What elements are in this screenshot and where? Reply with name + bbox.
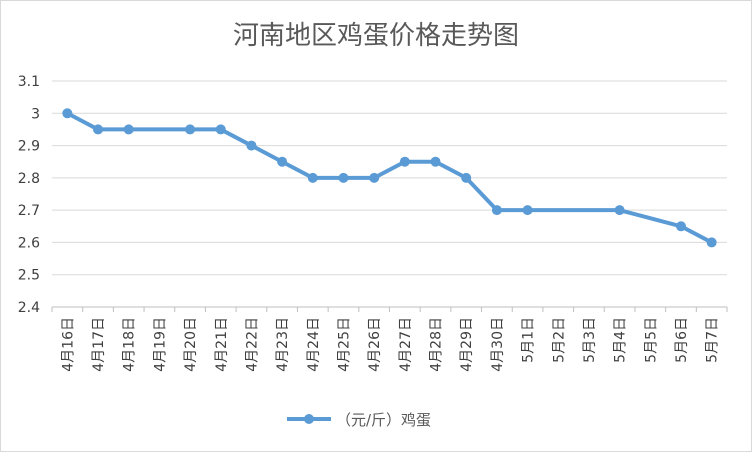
y-tick-label: 2.8	[18, 171, 40, 187]
data-point	[185, 124, 196, 135]
y-tick-label: 2.6	[18, 235, 40, 251]
x-tick-label: 5月7日	[705, 317, 721, 363]
data-point	[614, 205, 625, 216]
y-tick-label: 2.9	[18, 139, 40, 155]
data-point	[277, 156, 288, 167]
x-tick-label: 4月22日	[244, 317, 260, 372]
x-tick-label: 5月1日	[521, 317, 537, 363]
data-point	[123, 124, 134, 135]
data-point	[461, 172, 472, 183]
x-tick-label: 5月4日	[613, 317, 629, 363]
x-tick-label: 5月2日	[551, 317, 567, 363]
x-tick-label: 4月28日	[429, 317, 445, 372]
data-point	[338, 172, 349, 183]
y-tick-label: 2.5	[18, 268, 40, 284]
data-point	[93, 124, 104, 135]
y-tick-label: 3	[31, 106, 40, 122]
x-tick-label: 4月30日	[490, 317, 506, 372]
legend-label: （元/斤）鸡蛋	[336, 411, 431, 429]
data-point	[307, 172, 318, 183]
x-tick-label: 4月18日	[122, 317, 138, 372]
data-point	[675, 221, 686, 232]
chart-title: 河南地区鸡蛋价格走势图	[233, 21, 519, 51]
x-tick-label: 4月20日	[183, 317, 199, 372]
series-group	[62, 108, 717, 248]
data-point	[491, 205, 502, 216]
x-tick-label: 4月27日	[398, 317, 414, 372]
data-point	[399, 156, 410, 167]
y-axis-ticks: 2.4 2.5 2.6 2.7 2.8 2.9 3 3.1	[18, 74, 40, 316]
legend-marker	[304, 414, 314, 424]
y-tick-label: 3.1	[18, 74, 40, 90]
x-tick-label: 4月16日	[60, 317, 76, 372]
data-point	[215, 124, 226, 135]
y-tick-label: 2.7	[18, 203, 40, 219]
y-tick-label: 2.4	[18, 300, 40, 316]
x-tick-label: 4月21日	[214, 317, 230, 372]
x-tick-label: 4月17日	[91, 317, 107, 372]
x-tick-label: 4月24日	[306, 317, 322, 372]
series-line-0	[66, 111, 713, 245]
x-tick-label: 4月19日	[152, 317, 168, 372]
x-axis	[51, 306, 728, 312]
data-point	[369, 172, 380, 183]
gridlines	[52, 80, 727, 276]
data-point	[430, 156, 441, 167]
data-point	[706, 237, 717, 248]
x-tick-label: 5月6日	[674, 317, 690, 363]
x-tick-label: 5月5日	[643, 317, 659, 363]
x-tick-label: 4月29日	[459, 317, 475, 372]
data-point	[246, 140, 257, 151]
x-axis-ticks: 4月16日 4月17日 4月18日 4月19日 4月20日 4月21日 4月22日 4月23日…	[60, 317, 720, 372]
data-point	[62, 108, 73, 119]
legend: （元/斤）鸡蛋	[287, 411, 431, 429]
x-tick-label: 5月3日	[582, 317, 598, 363]
x-tick-label: 4月23日	[275, 317, 291, 372]
x-tick-label: 4月25日	[336, 317, 352, 372]
data-point	[522, 205, 533, 216]
x-tick-label: 4月26日	[367, 317, 383, 372]
